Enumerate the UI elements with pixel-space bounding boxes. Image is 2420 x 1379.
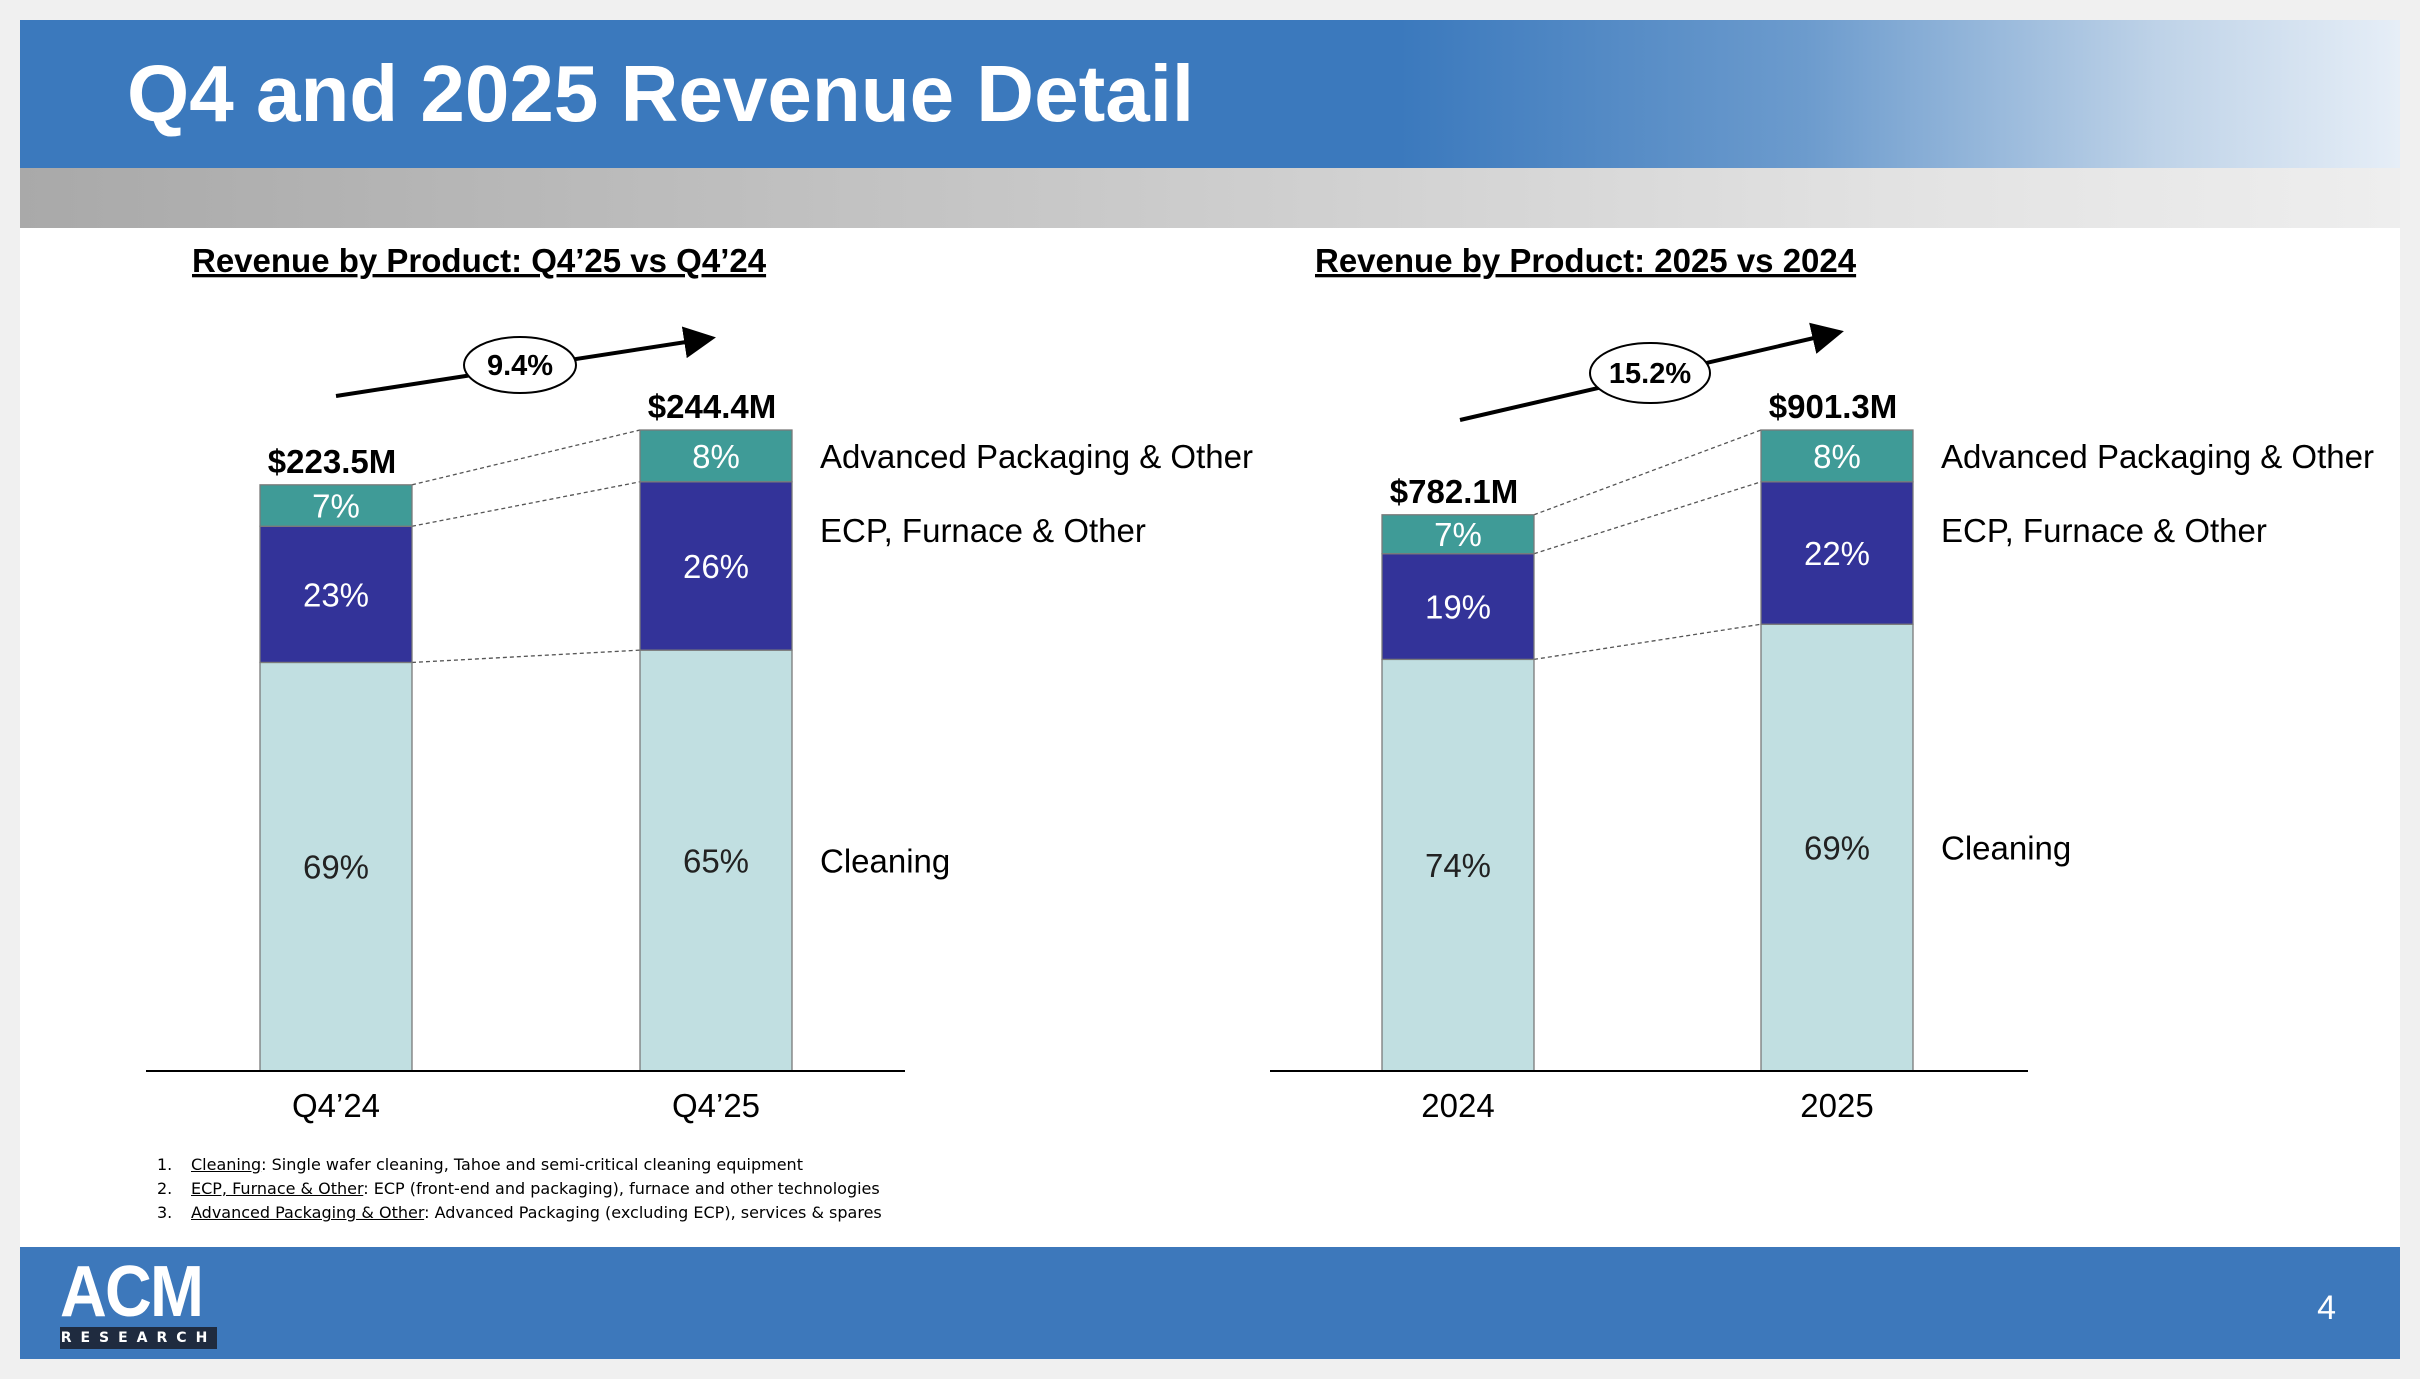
page-number: 4: [2317, 1289, 2336, 1327]
bar-segment-ecp-furnace-other: [1381, 553, 1535, 661]
bar-segment-cleaning: [1381, 658, 1535, 1072]
segment-label: 69%: [303, 849, 369, 886]
growth-label: 15.2%: [1609, 358, 1691, 390]
total-label: $223.5M: [268, 443, 396, 480]
footnote-term: ECP, Furnace & Other: [191, 1179, 364, 1198]
connector-line: [411, 649, 641, 664]
chart-title: Revenue by Product: 2025 vs 2024: [1315, 242, 1857, 279]
segment-label: 26%: [683, 548, 749, 585]
legend-label: Cleaning: [1941, 830, 2071, 867]
segment-label: 65%: [683, 843, 749, 880]
segment-label: 8%: [692, 438, 740, 475]
charts-canvas: Revenue by Product: Q4’25 vs Q4’24 69% 23%…: [146, 242, 2374, 1124]
footnote-number: 1.: [157, 1155, 173, 1174]
footnote-desc: : Single wafer cleaning, Tahoe and semi-…: [261, 1155, 803, 1174]
chart-title: Revenue by Product: Q4’25 vs Q4’24: [192, 242, 767, 279]
bar-segment-advanced-packaging-other: [1381, 514, 1535, 555]
bar-segment-advanced-packaging-other: [1760, 429, 1914, 483]
footnote-term: Advanced Packaging & Other: [191, 1203, 425, 1222]
connector-line: [1533, 429, 1762, 516]
total-label: $244.4M: [648, 388, 776, 425]
subtitle-band: [20, 168, 2400, 228]
bar-segment-ecp-furnace-other: [639, 481, 793, 651]
footnote-1: 1. Cleaning: Single wafer cleaning, Tahoe…: [157, 1153, 882, 1177]
segment-label: 22%: [1804, 535, 1870, 572]
footnote-term: Cleaning: [191, 1155, 262, 1174]
slide: Q4 and 2025 Revenue Detail Revenue by Pr…: [20, 20, 2400, 1359]
growth-oval: [1589, 342, 1711, 404]
footnote-number: 2.: [157, 1179, 173, 1198]
segment-label: 19%: [1425, 589, 1491, 626]
category-label: Q4’25: [672, 1087, 760, 1124]
connector-line: [1533, 481, 1762, 555]
acm-research-logo: ACM RESEARCH: [60, 1252, 217, 1351]
footnote-desc: : Advanced Packaging (excluding ECP), se…: [424, 1203, 882, 1222]
segment-label: 23%: [303, 576, 369, 613]
legend-label: Advanced Packaging & Other: [1941, 438, 2374, 475]
segment-label: 7%: [1434, 516, 1482, 553]
connector-line: [411, 481, 641, 527]
segment-label: 74%: [1425, 847, 1491, 884]
growth-oval: [463, 336, 577, 394]
bar-segment-ecp-furnace-other: [1760, 481, 1914, 625]
legend-label: Advanced Packaging & Other: [820, 438, 1253, 475]
title-band: Q4 and 2025 Revenue Detail: [20, 20, 2400, 168]
bar-segment-advanced-packaging-other: [259, 484, 413, 527]
logo-subtitle: RESEARCH: [60, 1327, 217, 1349]
connector-line: [1533, 623, 1762, 661]
category-label: 2024: [1421, 1087, 1494, 1124]
footnote-desc: : ECP (front-end and packaging), furnace…: [363, 1179, 880, 1198]
bar-segment-advanced-packaging-other: [639, 429, 793, 483]
chart-annual-revenue: Revenue by Product: 2025 vs 2024 74% 19% 7%…: [1270, 242, 2374, 1124]
category-label: Q4’24: [292, 1087, 380, 1124]
footnote-number: 3.: [157, 1203, 173, 1222]
slide-title: Q4 and 2025 Revenue Detail: [127, 49, 1195, 138]
legend-label: ECP, Furnace & Other: [1941, 512, 2267, 549]
segment-label: 69%: [1804, 830, 1870, 867]
logo-word: ACM: [60, 1252, 204, 1332]
bar-segment-cleaning: [259, 661, 413, 1072]
segment-label: 8%: [1813, 438, 1861, 475]
chart-q4-revenue: Revenue by Product: Q4’25 vs Q4’24 69% 23%…: [146, 242, 1253, 1124]
bar-segment-cleaning: [639, 649, 793, 1072]
footnotes: 1. Cleaning: Single wafer cleaning, Tahoe…: [157, 1153, 882, 1225]
footer-band: ACM RESEARCH 4: [20, 1247, 2400, 1359]
footnote-3: 3. Advanced Packaging & Other: Advanced P…: [157, 1201, 882, 1225]
legend-label: Cleaning: [820, 843, 950, 880]
growth-label: 9.4%: [487, 350, 553, 382]
connector-line: [411, 429, 641, 486]
legend-label: ECP, Furnace & Other: [820, 512, 1146, 549]
footnote-2: 2. ECP, Furnace & Other: ECP (front-end a…: [157, 1177, 882, 1201]
segment-label: 7%: [312, 488, 360, 525]
category-label: 2025: [1800, 1087, 1873, 1124]
total-label: $901.3M: [1769, 388, 1897, 425]
total-label: $782.1M: [1390, 473, 1518, 510]
